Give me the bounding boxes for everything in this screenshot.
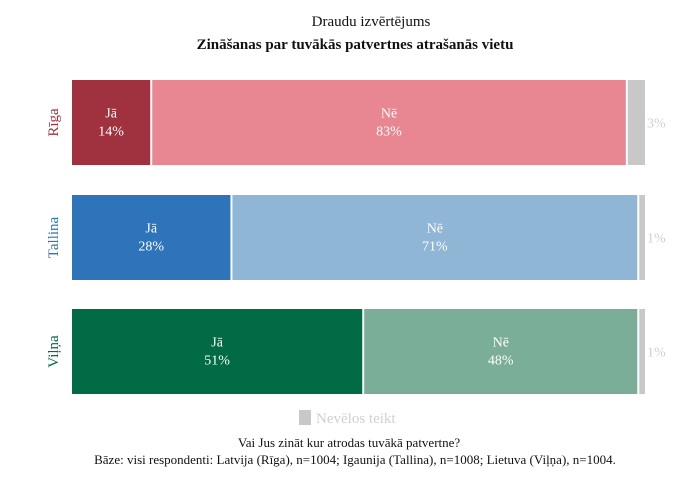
data-label-other: 1% [647,232,666,247]
bar-segment-yes [72,195,231,280]
footnote-question: Vai Jus zināt kur atrodas tuvākā patvert… [238,435,461,450]
segment-label: Nē [493,336,509,351]
data-label-other: 3% [647,117,666,132]
category-label: Tallina [46,216,62,258]
legend-swatch-nevelos [299,410,311,425]
data-label: 71% [422,240,448,255]
bar-segment-yes [72,80,151,165]
footnote-base: Bāze: visi respondenti: Latvija (Rīga), … [94,452,616,467]
bar-segment-yes [72,309,363,394]
segment-label: Jā [105,107,117,122]
segment-label: Nē [381,107,397,122]
segment-label: Nē [427,222,443,237]
data-label: 48% [488,354,514,369]
data-label: 14% [98,125,124,140]
data-label: 83% [376,125,402,140]
bar-segment-other [639,195,645,280]
bar-segment-other [639,309,645,394]
bars-group: Rīga Jā 14% Nē 83% 3% Tallina Jā 28% Nē 71% 1% Viļņa… [46,80,666,394]
data-label-other: 1% [647,346,666,361]
legend: Nevēlos teikt [299,410,396,427]
bar-segment-no [152,80,626,165]
category-label: Rīga [46,108,62,137]
data-label: 28% [138,240,164,255]
segment-label: Jā [145,222,157,237]
data-label: 51% [204,354,230,369]
bar-segment-no [364,309,638,394]
category-label: Viļņa [46,335,62,368]
chart-title: Draudu izvērtējums [312,14,431,30]
legend-label-nevelos: Nevēlos teikt [316,411,396,427]
bar-segment-no [232,195,638,280]
chart-subtitle: Zināšanas par tuvākās patvertnes atrašan… [197,37,514,53]
bar-segment-other [627,80,645,165]
segment-label: Jā [211,336,223,351]
